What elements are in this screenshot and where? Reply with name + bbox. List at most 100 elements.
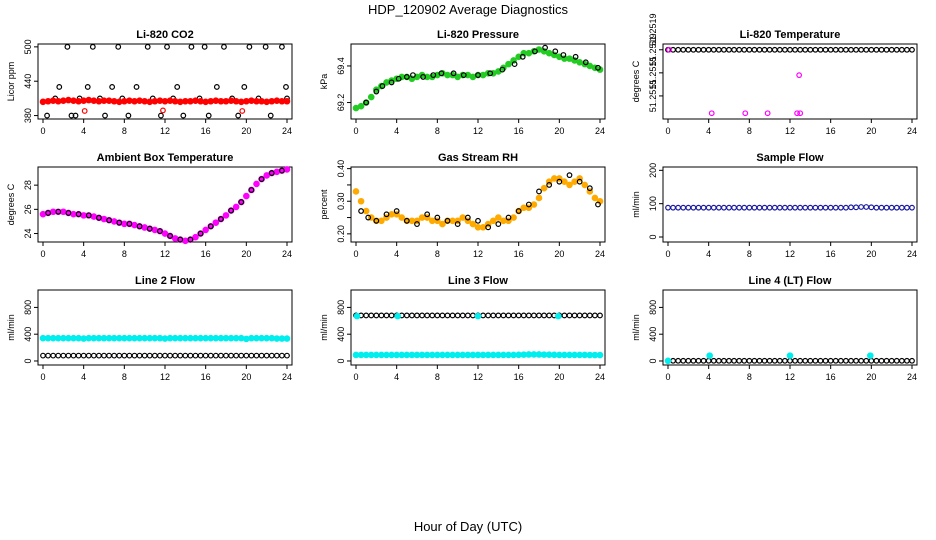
data-point xyxy=(764,110,771,117)
data-point xyxy=(776,357,783,364)
x-tick-label: 24 xyxy=(907,126,917,136)
x-tick-label: 4 xyxy=(706,249,711,259)
y-axis-label: degrees C xyxy=(6,183,16,225)
data-point xyxy=(409,312,415,319)
data-point xyxy=(680,357,687,364)
data-point xyxy=(670,357,676,364)
data-point xyxy=(213,84,220,90)
data-point xyxy=(776,204,783,211)
data-point xyxy=(695,46,702,53)
data-point xyxy=(726,204,732,211)
data-point xyxy=(444,217,451,224)
data-point xyxy=(267,112,274,119)
series-line-4 xyxy=(665,357,915,364)
data-point xyxy=(238,352,245,359)
data-point xyxy=(180,112,187,119)
data-point xyxy=(102,112,108,119)
data-point xyxy=(235,112,242,119)
data-point xyxy=(535,194,543,202)
data-point xyxy=(742,110,749,117)
data-point xyxy=(572,53,579,60)
data-point xyxy=(485,224,492,231)
y-tick-label: 400 xyxy=(336,327,346,342)
data-point xyxy=(837,204,844,211)
figure-xlabel: Hour of Day (UTC) xyxy=(413,519,523,534)
x-tick-label: 16 xyxy=(201,126,211,136)
data-point xyxy=(721,46,727,53)
data-point xyxy=(690,357,697,364)
data-point xyxy=(383,312,390,319)
data-point xyxy=(505,214,512,221)
data-point xyxy=(424,312,431,319)
data-point xyxy=(56,84,63,90)
x-tick-label: 24 xyxy=(282,372,292,382)
data-point xyxy=(248,187,255,193)
data-point xyxy=(283,84,289,90)
data-point xyxy=(878,357,885,364)
data-point xyxy=(797,110,804,117)
data-point xyxy=(357,102,365,110)
data-point xyxy=(505,312,512,319)
data-point xyxy=(146,225,153,232)
data-point xyxy=(736,357,743,364)
series-pressure-avg xyxy=(363,44,601,106)
data-point xyxy=(560,52,567,58)
y-tick-label: 69.2 xyxy=(336,94,346,112)
data-point xyxy=(116,352,123,359)
data-point xyxy=(499,66,506,73)
x-tick-label: 8 xyxy=(122,249,127,259)
data-point xyxy=(817,357,824,364)
data-point xyxy=(454,312,461,319)
x-tick-label: 12 xyxy=(473,372,483,382)
data-point xyxy=(731,204,737,211)
data-point xyxy=(515,53,522,61)
x-tick-label: 20 xyxy=(241,249,251,259)
data-point xyxy=(822,204,829,211)
data-point xyxy=(167,352,173,359)
data-point xyxy=(530,201,538,208)
y-tick-label: 0 xyxy=(648,358,658,363)
data-point xyxy=(822,357,829,364)
data-point xyxy=(85,352,92,359)
x-tick-label: 0 xyxy=(353,126,358,136)
data-point xyxy=(675,46,682,53)
data-point xyxy=(485,312,492,319)
data-point xyxy=(378,312,385,319)
data-point xyxy=(700,204,707,211)
data-point xyxy=(393,208,400,214)
panel-8: Line 3 Flow 0 4 8 12 16 20 24 0 400 800 ml/min xyxy=(319,275,606,382)
data-point xyxy=(268,170,275,176)
data-point xyxy=(284,352,290,359)
y-tick-label: 24 xyxy=(23,229,33,239)
x-tick-label: 12 xyxy=(160,126,170,136)
data-point xyxy=(893,204,900,211)
x-tick-label: 24 xyxy=(595,126,605,136)
data-point xyxy=(353,312,361,320)
data-point xyxy=(263,352,270,359)
data-point xyxy=(761,204,768,211)
data-point xyxy=(746,46,753,53)
data-point xyxy=(858,204,865,210)
data-point xyxy=(248,352,255,359)
y-tick-label: 28 xyxy=(23,180,33,190)
data-point xyxy=(883,204,890,211)
data-point xyxy=(116,219,123,226)
data-point xyxy=(868,204,875,211)
data-point xyxy=(708,110,715,117)
x-tick-label: 0 xyxy=(665,372,670,382)
data-point xyxy=(495,312,502,319)
data-point xyxy=(571,312,578,319)
data-point xyxy=(420,74,427,80)
data-point xyxy=(706,352,713,359)
data-point xyxy=(131,352,138,359)
series-rh-avg xyxy=(358,172,601,231)
data-point xyxy=(542,44,548,51)
series-line-4-spikes xyxy=(664,352,874,365)
x-tick-label: 8 xyxy=(122,126,127,136)
data-point xyxy=(685,204,692,211)
x-tick-label: 8 xyxy=(122,372,127,382)
data-point xyxy=(715,204,722,211)
x-tick-label: 16 xyxy=(514,126,524,136)
x-tick-label: 20 xyxy=(554,249,564,259)
